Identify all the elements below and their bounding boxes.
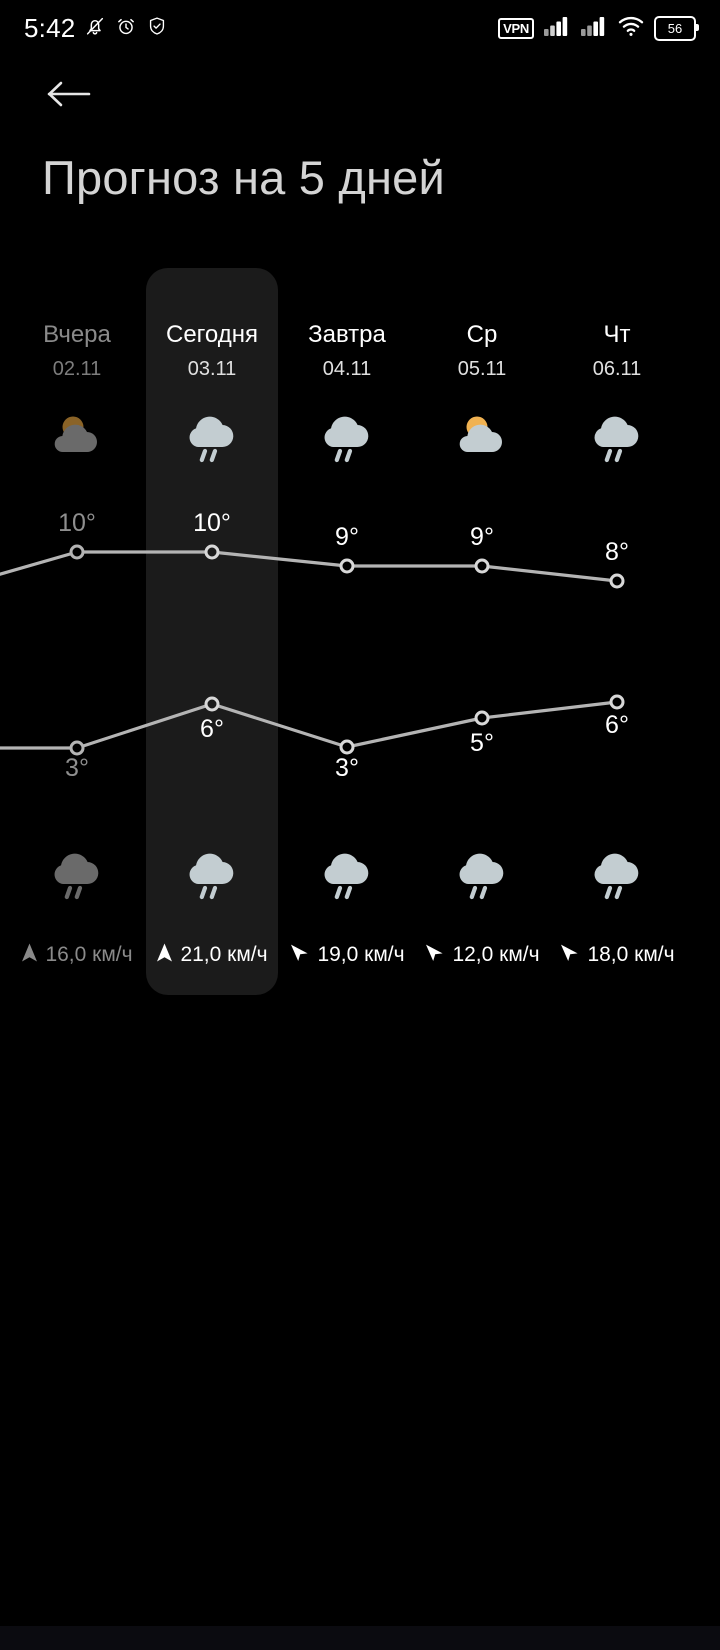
- day-name: Ср: [466, 321, 498, 348]
- rain-cloud-icon: [275, 401, 419, 467]
- page-title: Прогноз на 5 дней: [42, 151, 445, 204]
- partly-cloudy-icon: [5, 401, 149, 467]
- rain-cloud-icon: [140, 401, 284, 467]
- temp-high-label: 10°: [58, 509, 96, 537]
- battery-indicator: 56: [654, 15, 699, 41]
- day-name: Чт: [603, 321, 631, 348]
- forecast-day-column[interactable]: Завтра 04.11 9° 3°: [275, 268, 419, 995]
- temp-low-label: 6°: [605, 711, 629, 739]
- rain-cloud-icon: [410, 838, 554, 904]
- battery-level-text: 56: [667, 20, 683, 36]
- wind-cell: 21,0 км/ч: [140, 933, 284, 977]
- day-date: 06.11: [592, 358, 642, 380]
- wifi-icon: [617, 15, 645, 42]
- forecast-chart: Вчера 02.11 10° 3° Сегодня 03.11 10°: [0, 268, 720, 995]
- day-name: Завтра: [308, 321, 386, 348]
- day-name: Вчера: [43, 321, 111, 348]
- shield-icon: [146, 14, 168, 43]
- wind-value: 19,0 км/ч: [317, 943, 405, 966]
- temp-high-label: 9°: [335, 523, 359, 551]
- wind-value: 12,0 км/ч: [452, 943, 540, 966]
- arrow-up-icon: [156, 942, 173, 969]
- day-date: 02.11: [52, 358, 102, 380]
- day-date: 04.11: [322, 358, 372, 380]
- forecast-day-column[interactable]: Ср 05.11 9° 5°: [410, 268, 554, 995]
- wind-cell: 19,0 км/ч: [275, 933, 419, 977]
- signal-1-icon: [543, 15, 571, 42]
- forecast-day-column[interactable]: Сегодня 03.11 10° 6°: [140, 268, 284, 995]
- system-navigation-bar: [0, 1626, 720, 1650]
- arrow-up-left-icon: [424, 942, 445, 969]
- temp-low-label: 5°: [470, 729, 494, 757]
- wind-value: 18,0 км/ч: [587, 943, 675, 966]
- arrow-up-icon: [21, 942, 38, 969]
- status-bar-right: VPN 56: [498, 15, 699, 42]
- wind-value: 16,0 км/ч: [45, 943, 133, 966]
- bell-muted-icon: [84, 14, 106, 43]
- forecast-day-column[interactable]: Вчера 02.11 10° 3°: [5, 268, 149, 995]
- signal-2-icon: [580, 15, 608, 42]
- wind-cell: 16,0 км/ч: [5, 933, 149, 977]
- rain-cloud-icon: [545, 401, 689, 467]
- alarm-icon: [115, 14, 137, 43]
- forecast-day-column[interactable]: Чт 06.11 8° 6°: [545, 268, 689, 995]
- back-button[interactable]: [38, 72, 100, 120]
- day-date: 05.11: [457, 358, 507, 380]
- wind-value: 21,0 км/ч: [180, 943, 268, 966]
- rain-cloud-icon: [140, 838, 284, 904]
- status-time: 5:42: [24, 13, 76, 43]
- wind-cell: 18,0 км/ч: [545, 933, 689, 977]
- wind-row: 16,0 км/ч 21,0 км/ч 19,0 км/ч: [0, 933, 720, 977]
- temp-high-label: 9°: [470, 523, 494, 551]
- temp-high-label: 8°: [605, 538, 629, 566]
- rain-cloud-icon: [545, 838, 689, 904]
- status-bar-left: 5:42: [24, 14, 168, 43]
- day-name: Сегодня: [166, 321, 258, 348]
- wind-cell: 12,0 км/ч: [410, 933, 554, 977]
- arrow-up-left-icon: [289, 942, 310, 969]
- temp-high-label: 10°: [193, 509, 231, 537]
- temp-low-label: 3°: [335, 754, 359, 782]
- temp-low-label: 6°: [200, 715, 224, 743]
- vpn-badge: VPN: [498, 17, 534, 39]
- partly-cloudy-icon: [410, 401, 554, 467]
- arrow-left-icon: [46, 77, 92, 116]
- rain-cloud-icon: [275, 838, 419, 904]
- temp-low-label: 3°: [65, 754, 89, 782]
- day-date: 03.11: [187, 358, 237, 380]
- status-bar: 5:42 VPN: [0, 0, 720, 56]
- rain-cloud-icon: [5, 838, 149, 904]
- arrow-up-left-icon: [559, 942, 580, 969]
